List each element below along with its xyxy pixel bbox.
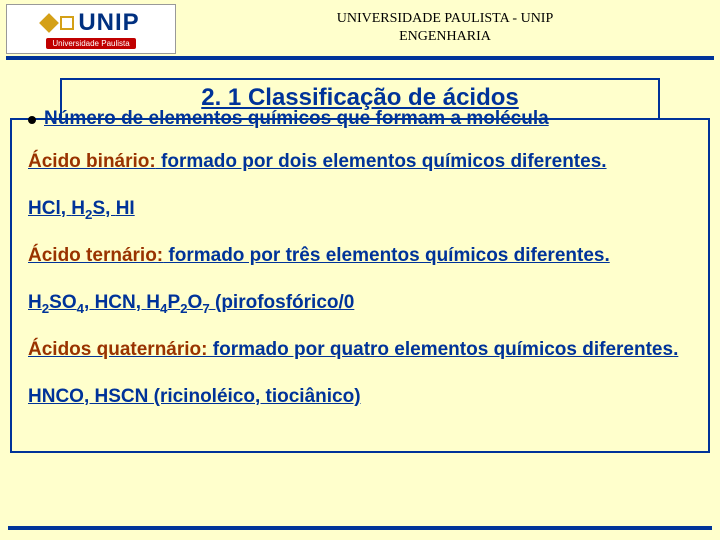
ex-h2s: H2S: [71, 198, 105, 219]
desc-binary: formado por dois elementos químicos dife…: [156, 151, 607, 172]
para-quaternary-examples: HNCO, HSCN (ricinoléico, tiociânico): [28, 383, 692, 412]
para-binary: Ácido binário: formado por dois elemento…: [28, 148, 692, 177]
term-quaternary: Ácidos quaternário:: [28, 339, 207, 360]
ex-h4p2o7: H4P2O7: [146, 292, 209, 313]
section-title: 2. 1 Classificação de ácidos: [201, 84, 519, 111]
header-line2: ENGENHARIA: [176, 28, 714, 46]
para-ternary: Ácido ternário: formado por três element…: [28, 242, 692, 271]
ex-hcl: HCl: [28, 198, 61, 219]
content-box: Número de elementos químicos que formam …: [10, 118, 710, 453]
term-ternary: Ácido ternário:: [28, 245, 163, 266]
ex-hcn: HCN: [95, 292, 136, 313]
desc-ternary: formado por três elementos químicos dife…: [163, 245, 610, 266]
bullet-row: Número de elementos químicos que formam …: [28, 108, 692, 130]
term-binary: Ácido binário:: [28, 151, 156, 172]
header-line1: UNIVERSIDADE PAULISTA - UNIP: [176, 10, 714, 28]
para-ternary-examples: H2SO4, HCN, H4P2O7 (pirofosfórico/0: [28, 289, 692, 319]
header-rule: [6, 56, 714, 60]
para-quaternary: Ácidos quaternário: formado por quatro e…: [28, 336, 692, 365]
bullet-icon: [28, 116, 36, 124]
ex-tail: (pirofosfórico/0: [210, 292, 355, 313]
quaternary-dot: .: [673, 339, 678, 360]
logo: UNIP Universidade Paulista: [6, 4, 176, 54]
footer-rule: [8, 526, 712, 530]
ex-hi: HI: [116, 198, 135, 219]
logo-brand: UNIP: [78, 9, 139, 37]
bullet-text: Número de elementos químicos que formam …: [44, 108, 549, 130]
para-binary-examples: HCl, H2S, HI: [28, 195, 692, 225]
ex-h2so4: H2SO4: [28, 292, 84, 313]
logo-diamond-icon: [39, 13, 59, 33]
header: UNIP Universidade Paulista UNIVERSIDADE …: [0, 0, 720, 54]
desc-quaternary: formado por quatro elementos químicos di…: [207, 339, 673, 360]
logo-subtitle: Universidade Paulista: [46, 38, 135, 49]
logo-square-icon: [60, 16, 74, 30]
header-titles: UNIVERSIDADE PAULISTA - UNIP ENGENHARIA: [176, 4, 714, 46]
